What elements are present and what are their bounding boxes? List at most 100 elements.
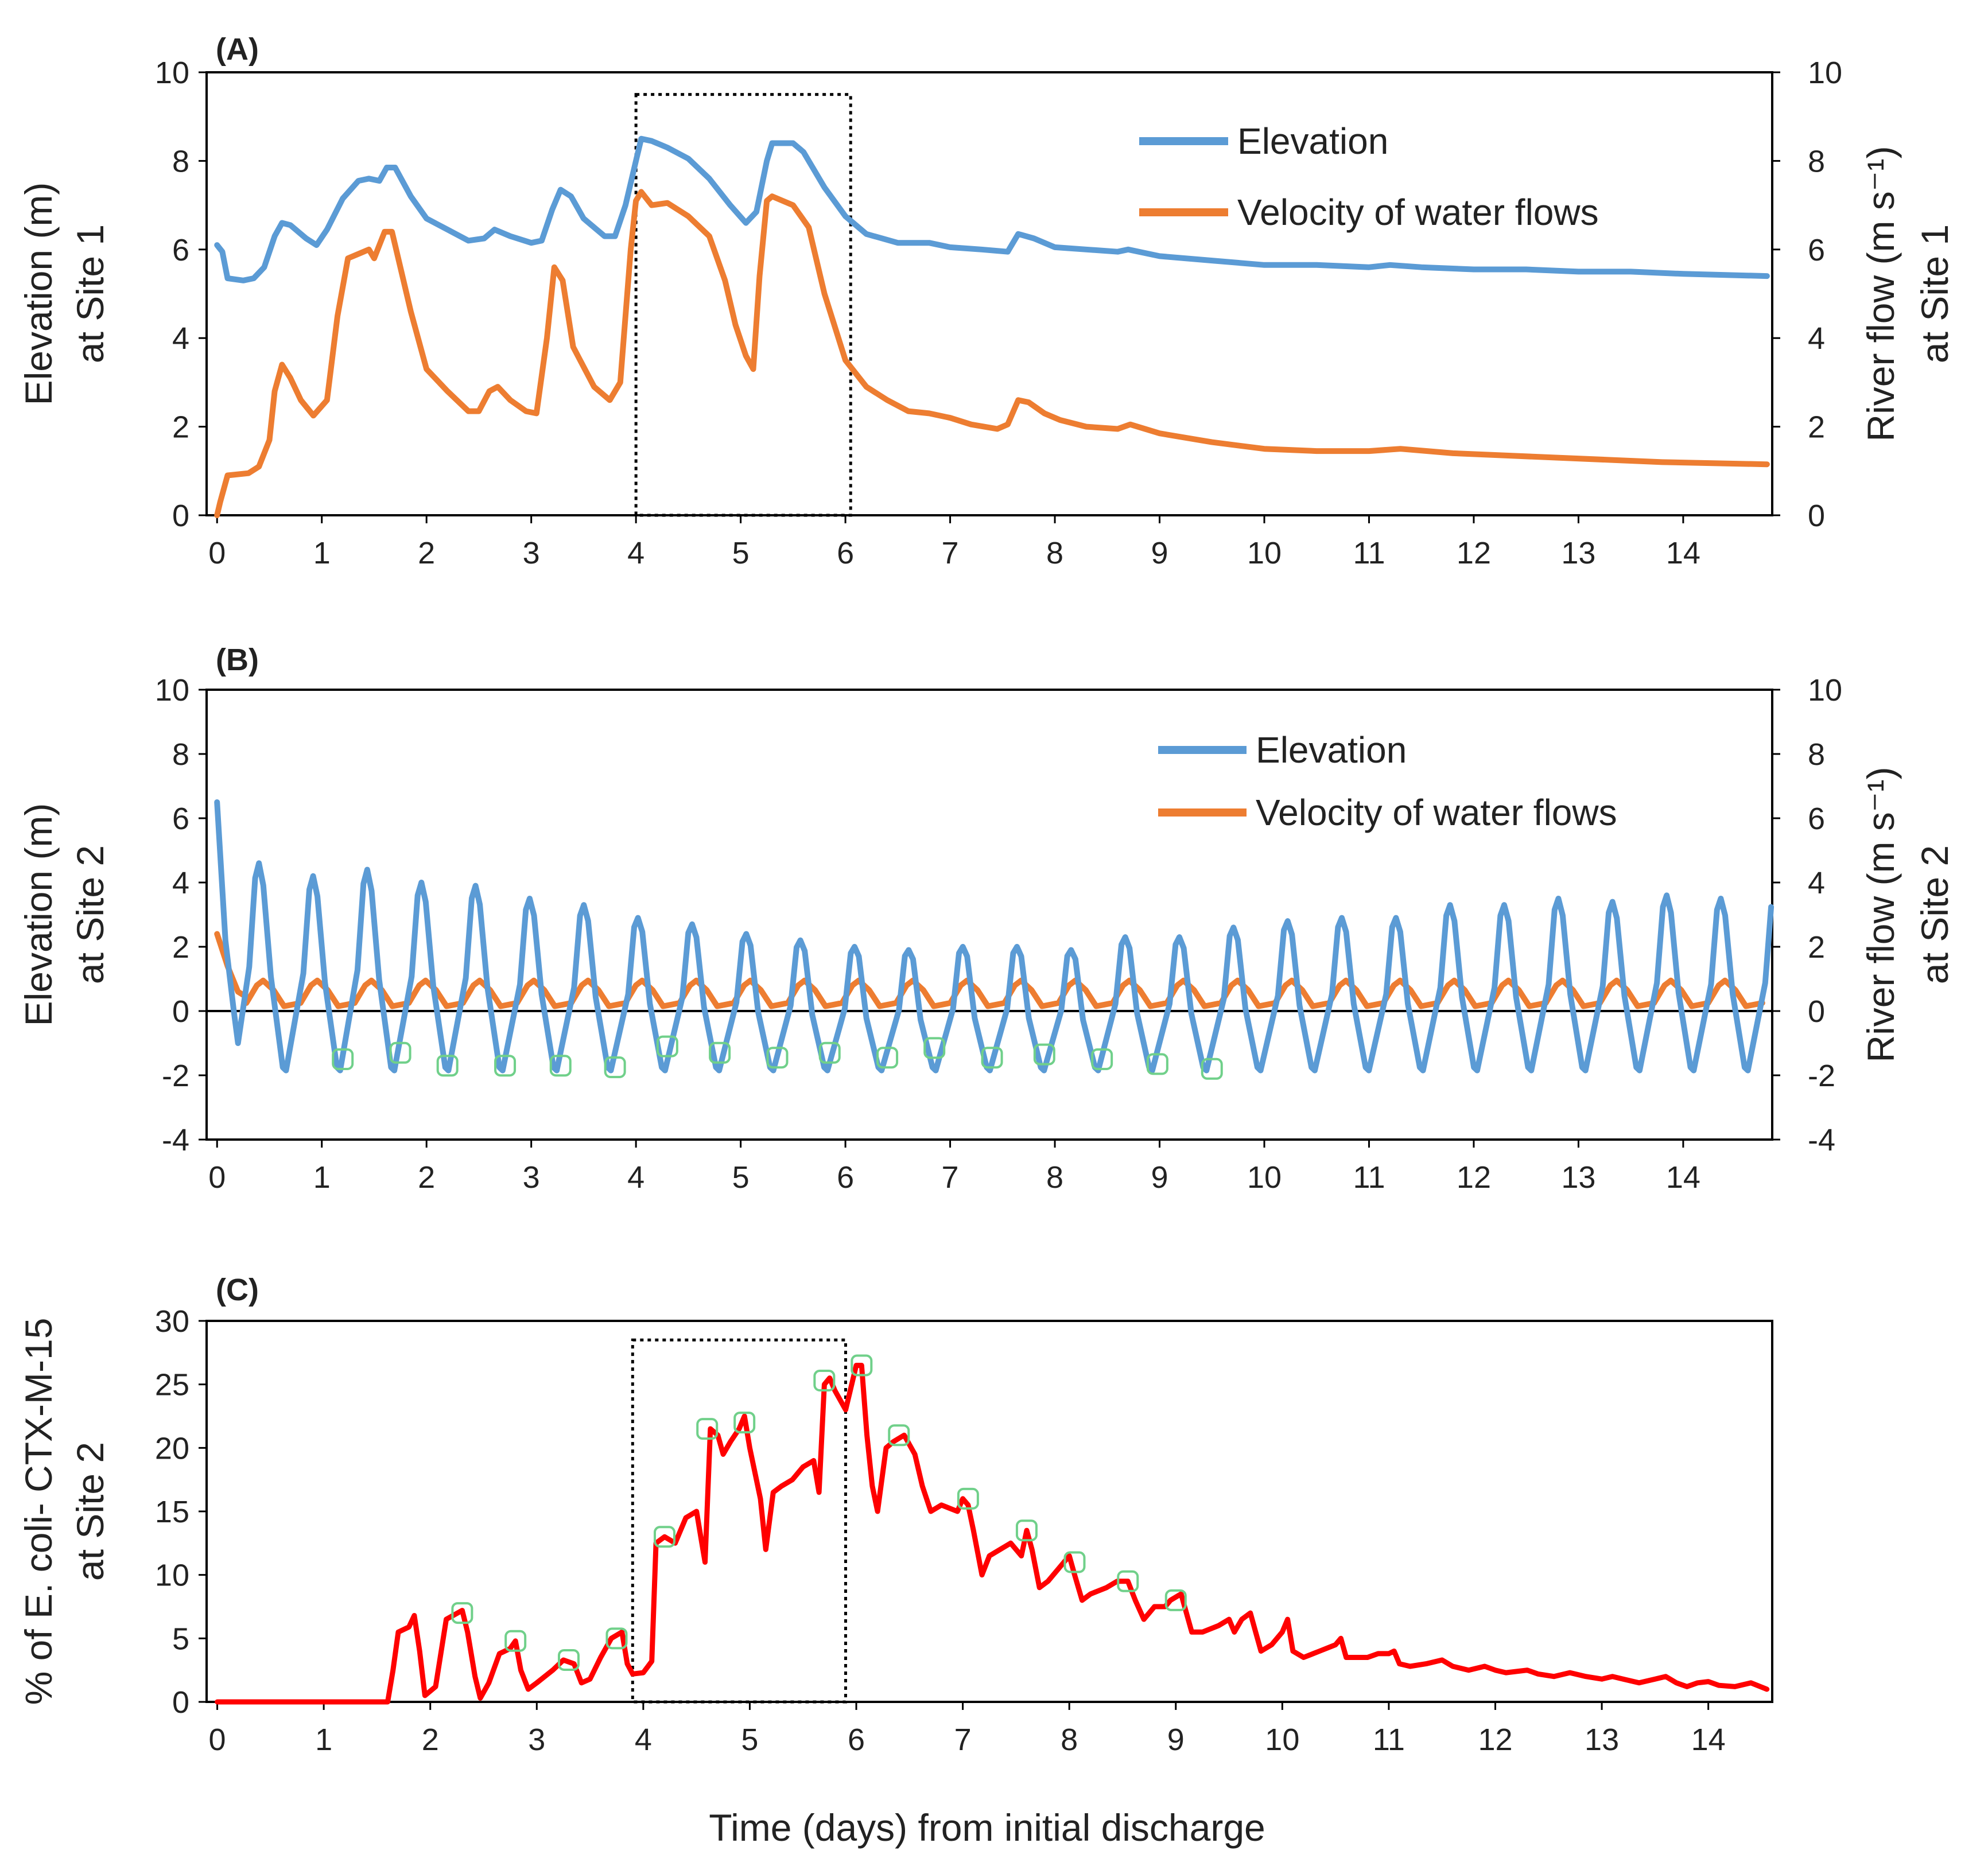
y-right-tick-label: 2: [1808, 410, 1825, 445]
sampling-marker: [656, 1035, 678, 1058]
panel-a-left-ylabel-line2: at Site 1: [69, 224, 111, 363]
y-tick-label: 10: [155, 673, 189, 707]
legend-velocity-label: Velocity of water flows: [1237, 192, 1599, 233]
legend-elevation-label: Elevation: [1256, 729, 1407, 771]
y-tick-label: 2: [172, 410, 189, 445]
panel-a-right-ylabel-line2: at Site 1: [1913, 224, 1956, 363]
sampling-marker: [957, 1487, 979, 1510]
y-tick-label: 5: [172, 1622, 189, 1656]
x-tick-label: 13: [1585, 1723, 1619, 1757]
panel-c-label: (C): [216, 1273, 259, 1307]
y-tick-label: 15: [155, 1495, 189, 1529]
x-tick-label: 12: [1478, 1723, 1512, 1757]
x-tick-label: 8: [1046, 1160, 1063, 1195]
x-tick-label: 2: [418, 536, 435, 570]
sampling-marker: [605, 1627, 628, 1650]
sampling-marker: [1063, 1551, 1086, 1573]
x-tick-label: 4: [627, 536, 644, 570]
y-tick-label: 20: [155, 1431, 189, 1465]
sampling-marker: [504, 1630, 527, 1652]
x-tick-label: 12: [1457, 1160, 1491, 1195]
panel-c: (C) % of E. coli- CTX-M-15 at Site 2 Tim…: [17, 1273, 1773, 1849]
panel-c-left-ylabel-line2: at Site 2: [69, 1442, 111, 1581]
x-tick-label: 6: [837, 536, 854, 570]
sampling-marker: [851, 1354, 873, 1377]
x-tick-label: 2: [418, 1160, 435, 1195]
y-tick-label: 0: [172, 994, 189, 1029]
ecoli-line: [215, 1363, 1770, 1705]
x-tick-label: 6: [837, 1160, 854, 1195]
panel-a-label: (A): [216, 32, 259, 67]
y-tick-label: 4: [172, 321, 189, 356]
y-tick-label: 10: [155, 1558, 189, 1593]
x-tick-label: 1: [313, 1160, 331, 1195]
panel-b-left-ylabel-line1: Elevation (m): [17, 803, 60, 1027]
velocity-line: [214, 189, 1770, 518]
x-tick-label: 8: [1046, 536, 1063, 570]
panel-b-right-ylabel-line2: at Site 2: [1913, 845, 1956, 984]
sampling-marker: [888, 1424, 910, 1447]
y-tick-label: 6: [172, 802, 189, 836]
sampling-marker: [1146, 1053, 1168, 1075]
y-tick-label: 8: [172, 144, 189, 178]
sampling-marker: [653, 1526, 675, 1548]
y-right-tick-label: 10: [1808, 56, 1842, 90]
sampling-marker: [389, 1041, 411, 1064]
x-tick-label: 11: [1353, 1160, 1385, 1195]
x-tick-label: 7: [954, 1723, 972, 1757]
panel-a-right-ylabel-line1: River flow (m s⁻¹): [1859, 146, 1902, 441]
panel-a-left-ylabel-line1: Elevation (m): [17, 182, 60, 406]
x-tick-label: 4: [635, 1723, 652, 1757]
sampling-marker: [923, 1037, 946, 1059]
panel-b: (B) Elevation (m) at Site 2 River flow (…: [17, 643, 1956, 1195]
x-axis-title: Time (days) from initial discharge: [709, 1806, 1265, 1849]
sampling-marker: [332, 1048, 354, 1070]
x-tick-label: 11: [1353, 536, 1385, 570]
x-tick-label: 4: [627, 1160, 644, 1195]
sampling-marker: [604, 1056, 626, 1078]
x-tick-label: 0: [208, 1160, 226, 1195]
sampling-marker: [1091, 1048, 1113, 1070]
y-right-tick-label: 6: [1808, 802, 1825, 836]
y-tick-label: -2: [162, 1059, 189, 1093]
y-tick-label: 0: [172, 1685, 189, 1720]
y-tick-label: 10: [155, 56, 189, 90]
sampling-marker: [1015, 1519, 1038, 1542]
y-right-tick-label: -4: [1808, 1123, 1835, 1157]
x-tick-label: 2: [422, 1723, 439, 1757]
x-tick-label: 13: [1561, 536, 1595, 570]
sampling-marker: [981, 1047, 1003, 1069]
x-tick-label: 6: [848, 1723, 865, 1757]
elevation-line: [214, 135, 1770, 283]
x-tick-label: 7: [942, 536, 959, 570]
y-tick-label: 8: [172, 737, 189, 772]
sampling-marker: [1201, 1058, 1223, 1080]
x-tick-label: 9: [1151, 536, 1168, 570]
sampling-marker: [436, 1055, 459, 1077]
panel-a-plot-frame: [205, 71, 1773, 516]
sampling-marker: [1117, 1570, 1139, 1592]
x-tick-label: 9: [1151, 1160, 1168, 1195]
x-tick-label: 12: [1457, 536, 1491, 570]
y-tick-label: 30: [155, 1304, 189, 1339]
panel-a: (A) Elevation (m) at Site 1 River flow (…: [17, 32, 1956, 570]
sampling-marker: [451, 1602, 473, 1624]
legend-elevation-label: Elevation: [1237, 120, 1388, 162]
y-tick-label: 0: [172, 499, 189, 533]
x-tick-label: 7: [942, 1160, 959, 1195]
sampling-marker: [766, 1047, 789, 1069]
legend-velocity-label: Velocity of water flows: [1256, 792, 1617, 833]
x-tick-label: 10: [1247, 536, 1282, 570]
x-tick-label: 5: [732, 1160, 750, 1195]
elevation-line: [214, 799, 1775, 1074]
x-tick-label: 14: [1666, 536, 1700, 570]
y-right-tick-label: 8: [1808, 144, 1825, 178]
y-right-tick-label: 2: [1808, 930, 1825, 965]
y-tick-label: -4: [162, 1123, 189, 1157]
highlight-box: [634, 93, 852, 517]
panel-a-legend: Elevation Velocity of water flows: [1139, 120, 1599, 233]
x-tick-label: 0: [208, 536, 226, 570]
sampling-marker: [549, 1055, 572, 1077]
panel-b-left-ylabel-line2: at Site 2: [69, 845, 111, 984]
x-tick-label: 14: [1691, 1723, 1726, 1757]
